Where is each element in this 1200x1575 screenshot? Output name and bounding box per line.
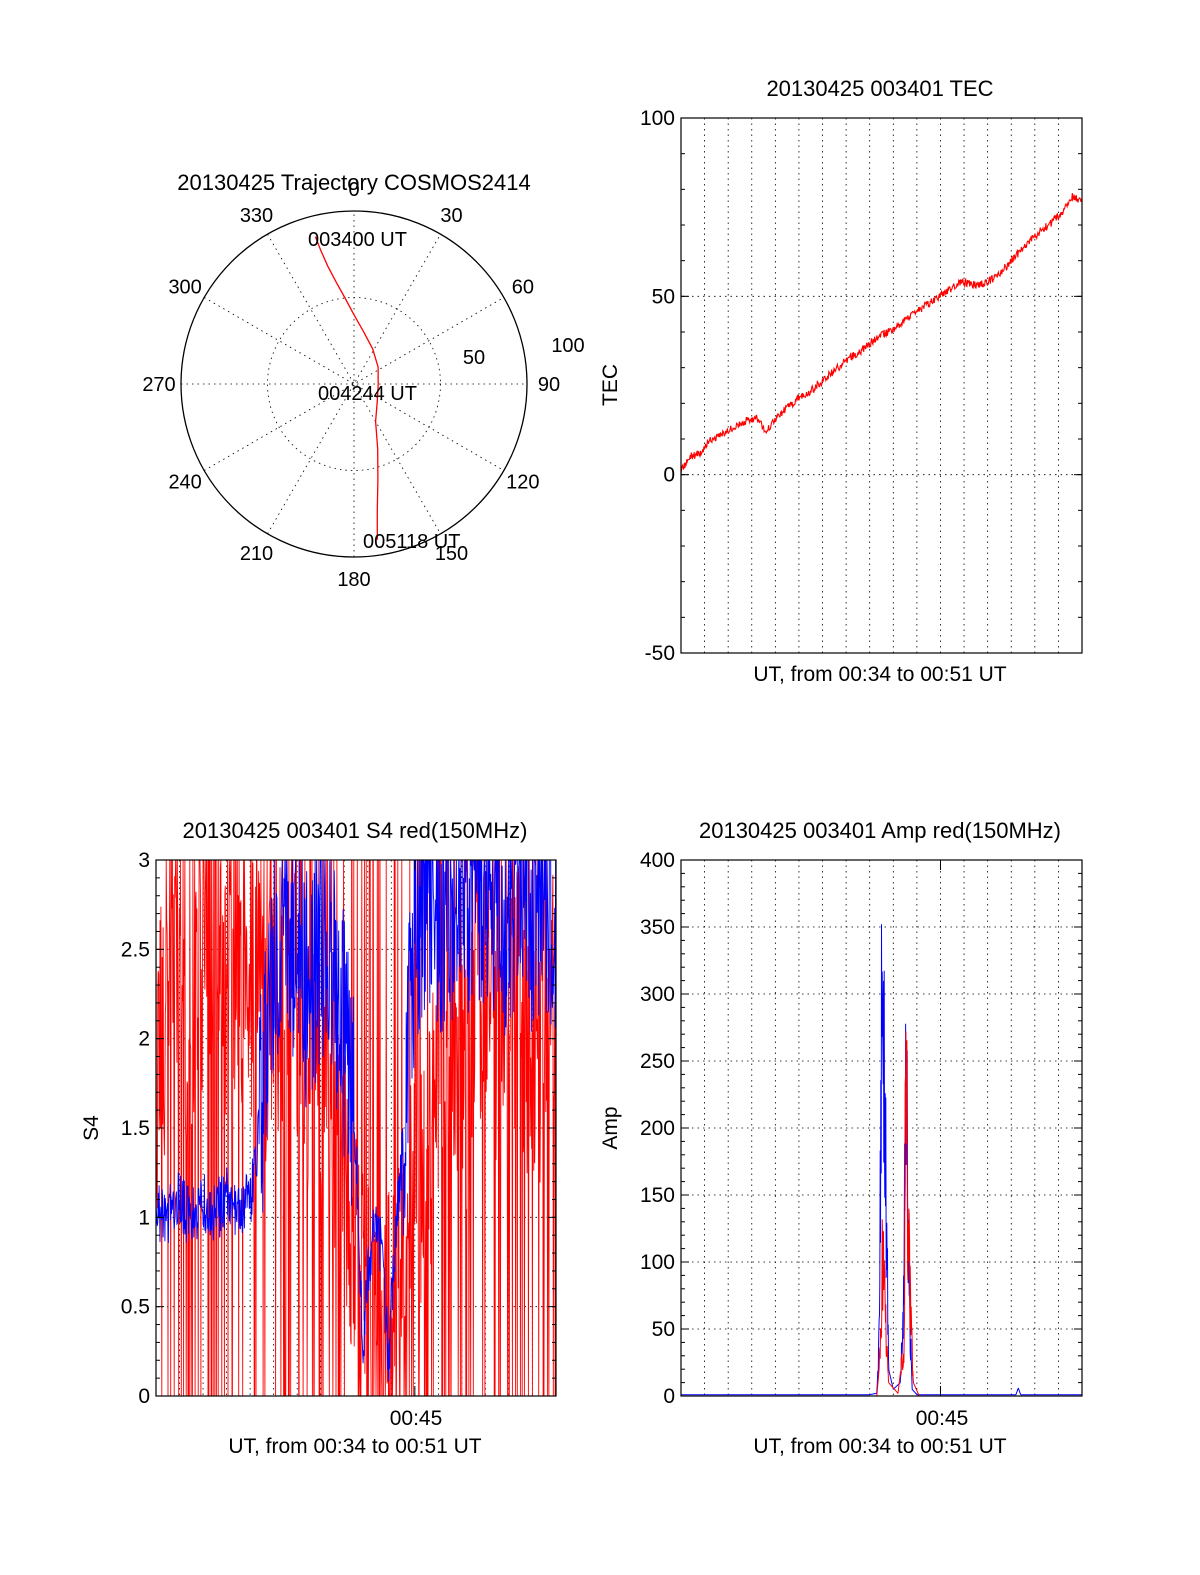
tec-y-axis-label: TEC: [599, 364, 622, 406]
tec-grid: [681, 118, 1082, 653]
amp-series-layer: [681, 924, 1082, 1397]
tec-chart: 20130425 003401 TEC 100 50 0 -50 TEC UT, fr…: [599, 76, 1083, 686]
y-tick-label: -50: [645, 642, 675, 665]
amp-chart-title: 20130425 003401 Amp red(150MHz): [699, 818, 1061, 843]
s4-series-layer: [155, 859, 557, 1398]
polar-azimuth-label: 120: [506, 472, 539, 494]
polar-trajectory-chart: 20130425 Trajectory COSMOS2414 0 30 60 90 12…: [142, 170, 584, 591]
y-tick-label: 2: [138, 1028, 150, 1051]
polar-radial-label-100: 100: [551, 335, 584, 357]
polar-azimuth-label: 210: [240, 543, 273, 565]
tec-series-layer: [680, 193, 1083, 475]
polar-azimuth-label: 150: [435, 543, 468, 565]
polar-azimuth-label: 330: [240, 205, 273, 227]
s4-x-tick-label: 00:45: [390, 1407, 443, 1430]
tec-y-ticks: 100 50 0 -50: [640, 107, 1082, 665]
polar-azimuth-label: 180: [337, 569, 370, 591]
series-line: [681, 924, 1082, 1396]
y-tick-label: 150: [640, 1184, 675, 1207]
polar-end-time-annotation: 005118 UT: [363, 531, 460, 553]
polar-azimuth-label: 60: [512, 277, 534, 299]
polar-azimuth-label: 0: [348, 179, 359, 201]
s4-y-ticks: 3 2.5 2 1.5 1 0.5 0: [121, 849, 556, 1408]
s4-chart-title: 20130425 003401 S4 red(150MHz): [183, 818, 528, 843]
s4-chart: 20130425 003401 S4 red(150MHz) 3 2.5 2 1.5 1…: [80, 818, 557, 1458]
y-tick-label: 300: [640, 983, 675, 1006]
y-tick-label: 2.5: [121, 938, 150, 961]
amp-chart: 20130425 003401 Amp red(150MHz) 400 350 30…: [599, 818, 1083, 1458]
y-tick-label: 350: [640, 916, 675, 939]
series-line: [155, 859, 557, 1398]
polar-chart-title: 20130425 Trajectory COSMOS2414: [177, 170, 530, 195]
y-tick-label: 200: [640, 1117, 675, 1140]
amp-y-axis-label: Amp: [599, 1106, 622, 1149]
polar-mid-time-annotation: 004244 UT: [318, 383, 417, 405]
polar-azimuth-labels: 0 30 60 90 120 150 180 210 240 270 300 330: [142, 179, 560, 591]
y-tick-label: 50: [652, 285, 675, 308]
y-tick-label: 1: [138, 1206, 150, 1229]
polar-azimuth-label: 300: [168, 277, 201, 299]
polar-azimuth-label: 30: [440, 205, 462, 227]
y-tick-label: 100: [640, 1251, 675, 1274]
y-tick-label: 100: [640, 107, 675, 130]
y-tick-label: 0: [663, 464, 675, 487]
polar-azimuth-label: 240: [168, 472, 201, 494]
y-tick-label: 0: [138, 1385, 150, 1408]
amp-grid: [681, 860, 1082, 1396]
amp-x-tick-label: 00:45: [916, 1407, 969, 1430]
y-tick-label: 0.5: [121, 1296, 150, 1319]
s4-y-axis-label: S4: [80, 1115, 103, 1141]
y-tick-label: 1.5: [121, 1117, 150, 1140]
y-tick-label: 3: [138, 849, 150, 872]
amp-x-axis-label: UT, from 00:34 to 00:51 UT: [753, 1435, 1006, 1458]
polar-start-time-annotation: 003400 UT: [308, 229, 407, 251]
tec-x-axis-label: UT, from 00:34 to 00:51 UT: [753, 663, 1006, 686]
polar-radial-label-50: 50: [463, 347, 485, 369]
tec-chart-title: 20130425 003401 TEC: [766, 76, 993, 101]
y-tick-label: 50: [652, 1318, 675, 1341]
y-tick-label: 0: [663, 1385, 675, 1408]
series-line: [680, 193, 1083, 475]
s4-x-axis-label: UT, from 00:34 to 00:51 UT: [228, 1435, 481, 1458]
polar-trajectory-line: [314, 236, 379, 540]
polar-azimuth-label: 270: [142, 374, 175, 396]
polar-azimuth-label: 90: [538, 374, 560, 396]
y-tick-label: 250: [640, 1050, 675, 1073]
y-tick-label: 400: [640, 849, 675, 872]
tec-plot-frame: [680, 117, 1083, 654]
amp-y-ticks: 400 350 300 250 200 150 100 50 0: [640, 849, 1082, 1408]
